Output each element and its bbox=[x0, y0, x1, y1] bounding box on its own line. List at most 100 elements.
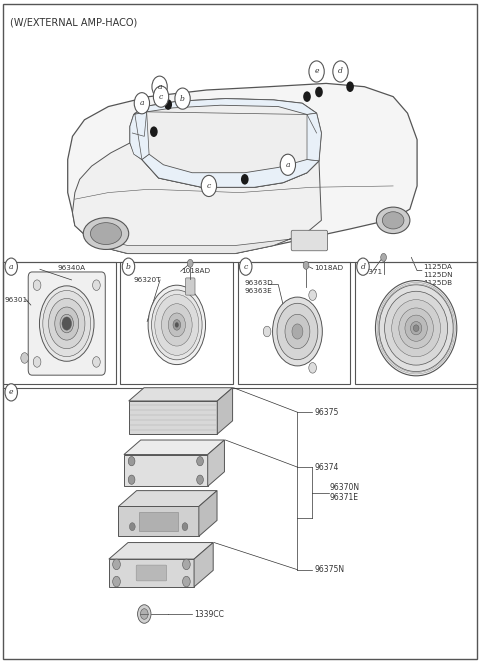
Circle shape bbox=[141, 609, 148, 619]
Polygon shape bbox=[109, 559, 194, 587]
Ellipse shape bbox=[383, 211, 404, 229]
Circle shape bbox=[148, 285, 205, 365]
Circle shape bbox=[33, 357, 41, 367]
Circle shape bbox=[161, 304, 192, 346]
Polygon shape bbox=[72, 143, 322, 253]
Circle shape bbox=[154, 86, 168, 107]
FancyBboxPatch shape bbox=[28, 272, 105, 375]
Polygon shape bbox=[217, 388, 233, 434]
Circle shape bbox=[60, 314, 73, 333]
Circle shape bbox=[175, 322, 179, 328]
Ellipse shape bbox=[83, 217, 129, 249]
Circle shape bbox=[39, 286, 94, 361]
Circle shape bbox=[182, 576, 190, 587]
Circle shape bbox=[168, 313, 185, 337]
Polygon shape bbox=[129, 401, 217, 434]
Circle shape bbox=[315, 87, 323, 97]
Polygon shape bbox=[68, 84, 417, 253]
Circle shape bbox=[263, 326, 271, 337]
Ellipse shape bbox=[376, 207, 410, 233]
Text: 1339CC: 1339CC bbox=[194, 609, 225, 619]
Text: 96375N: 96375N bbox=[314, 565, 344, 574]
Circle shape bbox=[48, 298, 85, 349]
Polygon shape bbox=[134, 99, 317, 115]
Circle shape bbox=[130, 522, 135, 530]
Polygon shape bbox=[208, 440, 225, 487]
Circle shape bbox=[122, 258, 135, 275]
Circle shape bbox=[277, 303, 318, 360]
Text: d: d bbox=[338, 68, 343, 76]
Circle shape bbox=[5, 384, 17, 401]
Circle shape bbox=[309, 290, 316, 300]
Circle shape bbox=[303, 91, 311, 102]
Polygon shape bbox=[119, 491, 217, 507]
Text: 1125DB: 1125DB bbox=[423, 280, 452, 286]
Circle shape bbox=[155, 294, 199, 355]
Circle shape bbox=[21, 353, 28, 363]
Polygon shape bbox=[307, 113, 322, 161]
Circle shape bbox=[273, 297, 323, 366]
Text: 96320T: 96320T bbox=[134, 277, 161, 283]
Circle shape bbox=[93, 280, 100, 290]
Circle shape bbox=[346, 82, 354, 92]
Text: 1018AD: 1018AD bbox=[181, 268, 211, 274]
FancyBboxPatch shape bbox=[291, 230, 327, 251]
Polygon shape bbox=[124, 440, 225, 455]
Circle shape bbox=[173, 320, 180, 330]
Text: 96375: 96375 bbox=[314, 408, 338, 417]
Polygon shape bbox=[194, 542, 213, 587]
Ellipse shape bbox=[384, 291, 448, 365]
Circle shape bbox=[128, 457, 135, 466]
Circle shape bbox=[309, 61, 324, 82]
Text: 96301A: 96301A bbox=[4, 298, 33, 304]
Circle shape bbox=[152, 76, 167, 97]
Text: c: c bbox=[207, 182, 211, 190]
Text: 96374: 96374 bbox=[314, 463, 338, 471]
Text: 96363E: 96363E bbox=[245, 288, 273, 294]
Circle shape bbox=[43, 290, 91, 357]
Circle shape bbox=[55, 307, 79, 340]
Text: 1125DA: 1125DA bbox=[423, 265, 452, 271]
Circle shape bbox=[197, 457, 204, 466]
Text: d: d bbox=[360, 263, 365, 271]
Polygon shape bbox=[130, 99, 322, 187]
Circle shape bbox=[357, 258, 369, 275]
Circle shape bbox=[5, 258, 17, 275]
Polygon shape bbox=[124, 455, 208, 487]
Circle shape bbox=[241, 174, 249, 184]
Circle shape bbox=[303, 261, 309, 269]
Circle shape bbox=[182, 522, 188, 530]
Circle shape bbox=[283, 154, 291, 165]
Text: 96370N: 96370N bbox=[330, 483, 360, 492]
Text: 96371: 96371 bbox=[360, 269, 383, 275]
Polygon shape bbox=[96, 232, 307, 253]
Ellipse shape bbox=[410, 322, 422, 335]
Ellipse shape bbox=[90, 223, 121, 245]
Circle shape bbox=[333, 61, 348, 82]
Ellipse shape bbox=[392, 300, 441, 357]
Text: 1018AD: 1018AD bbox=[314, 265, 343, 271]
Circle shape bbox=[150, 127, 157, 137]
Text: b: b bbox=[180, 95, 185, 103]
Circle shape bbox=[240, 258, 252, 275]
Text: e: e bbox=[314, 68, 319, 76]
Circle shape bbox=[33, 280, 41, 290]
Text: e: e bbox=[9, 389, 13, 396]
Circle shape bbox=[201, 175, 216, 196]
Ellipse shape bbox=[399, 308, 433, 349]
Circle shape bbox=[381, 253, 386, 261]
Circle shape bbox=[62, 317, 72, 330]
Polygon shape bbox=[109, 542, 213, 559]
Polygon shape bbox=[130, 112, 149, 160]
FancyBboxPatch shape bbox=[136, 565, 167, 581]
Circle shape bbox=[113, 559, 120, 570]
Ellipse shape bbox=[413, 325, 419, 332]
Circle shape bbox=[134, 93, 150, 114]
Text: 1125DN: 1125DN bbox=[423, 272, 453, 278]
Ellipse shape bbox=[405, 315, 427, 341]
Text: a: a bbox=[140, 99, 144, 107]
Text: a: a bbox=[157, 83, 162, 91]
FancyBboxPatch shape bbox=[185, 278, 195, 295]
Text: c: c bbox=[244, 263, 248, 271]
Text: b: b bbox=[126, 263, 131, 271]
